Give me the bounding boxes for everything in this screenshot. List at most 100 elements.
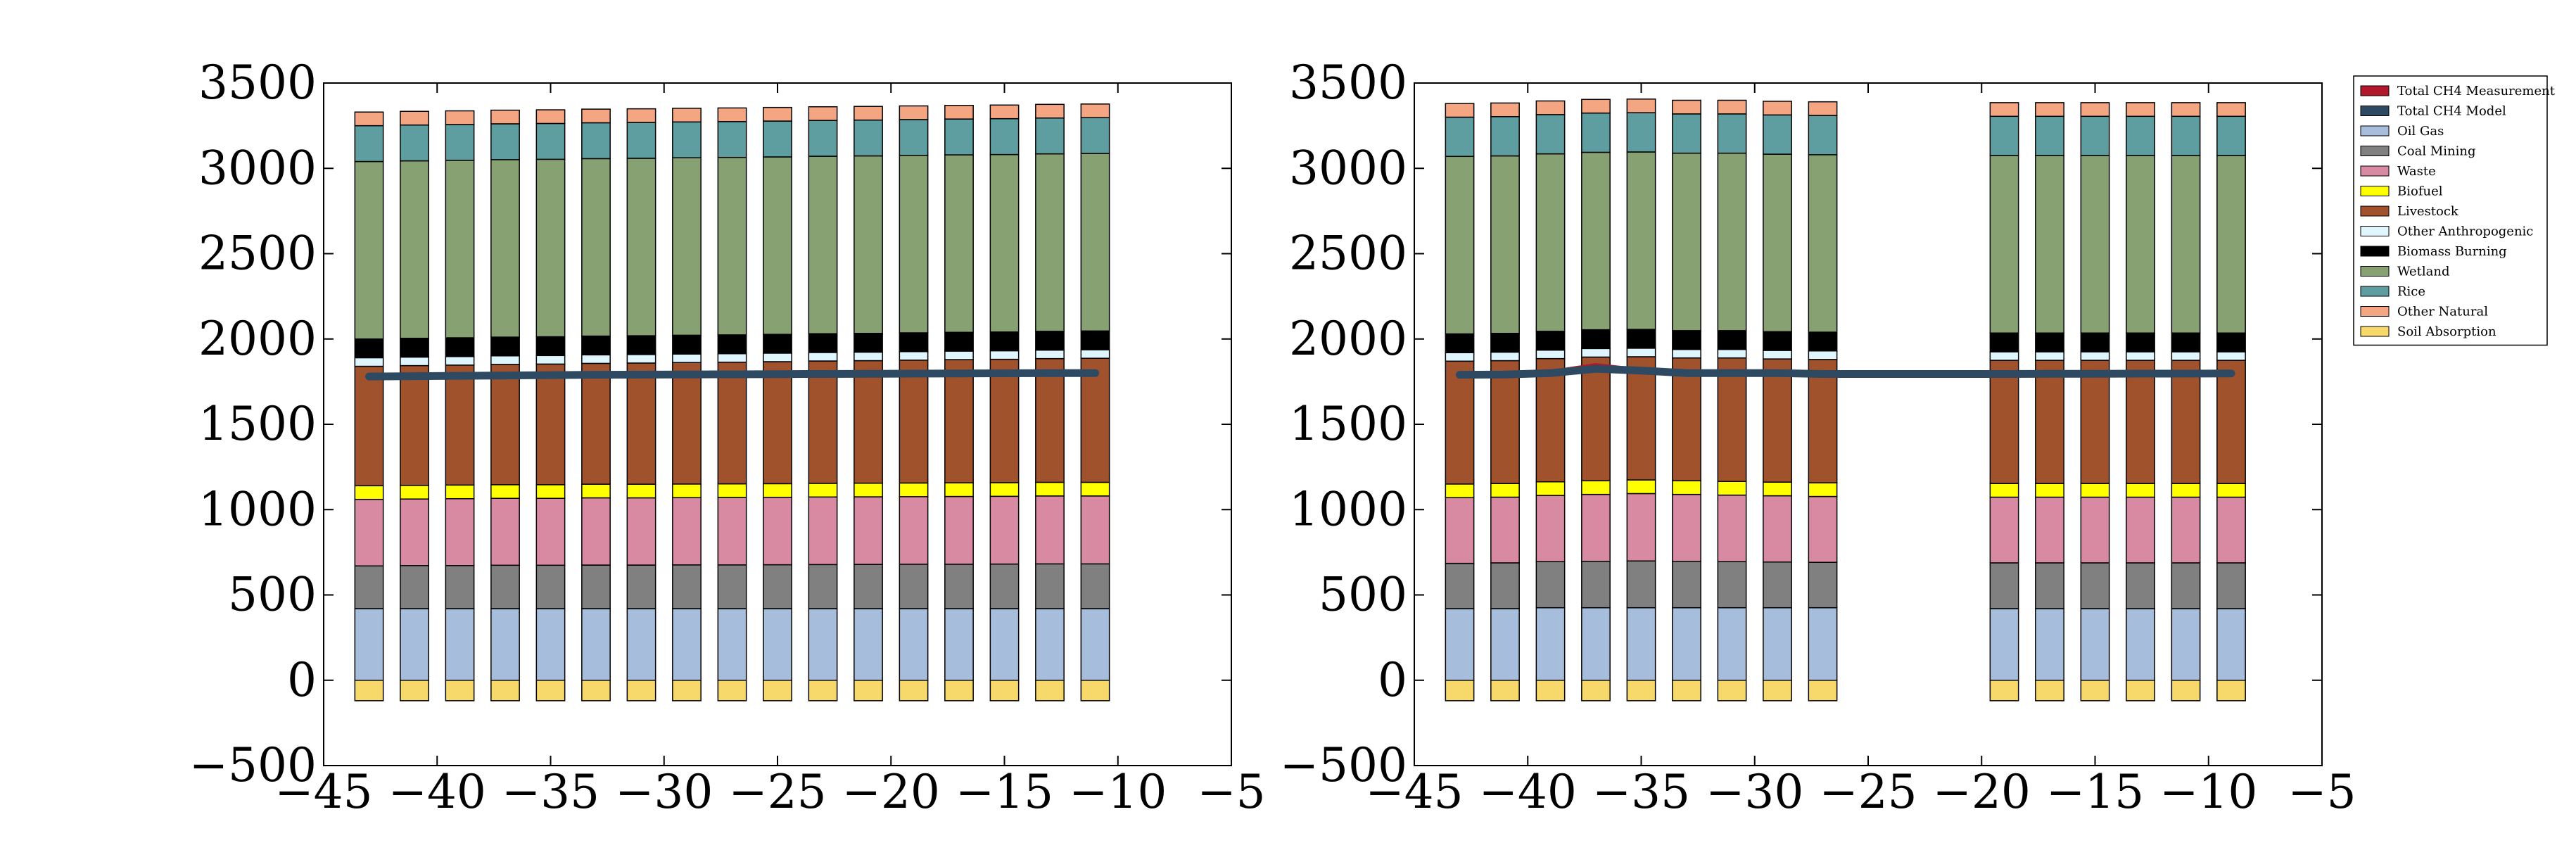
bar-segment-coal-mining (445, 565, 475, 609)
bar-segment-other-anthropogenic (854, 351, 883, 362)
bar-segment-coal-mining (1672, 560, 1701, 609)
bar-segment-coal-mining (808, 564, 838, 609)
bar-segment-other-anthropogenic (354, 357, 384, 367)
bar-segment-oil-gas (899, 608, 929, 681)
bar-stack (1581, 99, 1611, 702)
bar-segment-waste (445, 497, 475, 566)
x-tick-label: −25 (1819, 765, 1917, 819)
y-tick-label: 2000 (198, 312, 317, 366)
legend-label: Wetland (2397, 265, 2450, 279)
bar-segment-other-natural (1035, 103, 1065, 119)
legend-label: Other Anthropogenic (2397, 224, 2533, 239)
bar-segment-oil-gas (1035, 608, 1065, 681)
bar-segment-oil-gas (1672, 607, 1701, 681)
bar-segment-oil-gas (2216, 608, 2246, 681)
bar-segment-other-anthropogenic (763, 353, 792, 362)
bar-segment-biomass-burning (535, 336, 566, 357)
bar-segment-livestock (626, 362, 656, 485)
bar-segment-waste (1535, 495, 1566, 562)
bar-segment-waste (1490, 496, 1520, 564)
legend-swatch (2360, 286, 2390, 297)
bar-segment-wetland (1763, 153, 1792, 333)
bar-segment-other-anthropogenic (2035, 351, 2064, 361)
bar-segment-oil-gas (944, 608, 974, 681)
bar-segment-rice (2171, 115, 2201, 156)
bar-segment-oil-gas (1490, 608, 1520, 681)
bar-segment-wetland (354, 160, 384, 340)
legend-swatch (2360, 125, 2390, 137)
bar-segment-other-anthropogenic (581, 354, 611, 364)
bar-stack (1490, 102, 1520, 702)
bar-segment-waste (1763, 495, 1792, 563)
bar-segment-coal-mining (717, 564, 747, 609)
bar-segment-rice (581, 122, 611, 160)
bar-segment-waste (626, 497, 656, 566)
bar-segment-other-anthropogenic (1989, 351, 2019, 361)
x-tick-label: −45 (274, 765, 372, 819)
bar-segment-waste (1717, 494, 1747, 562)
bar-segment-soil-absorption (1080, 680, 1110, 702)
bar-segment-rice (808, 120, 838, 157)
bar-segment-biomass-burning (2216, 332, 2246, 353)
y-tick-label: 1500 (198, 397, 317, 451)
bar-stack (535, 109, 566, 702)
bar-segment-oil-gas (763, 608, 792, 681)
bar-segment-livestock (1626, 356, 1656, 481)
bar-segment-waste (808, 496, 838, 566)
bar-segment-wetland (1581, 151, 1611, 331)
bar-segment-coal-mining (2216, 562, 2246, 609)
bar-segment-oil-gas (672, 608, 702, 681)
bar-segment-soil-absorption (490, 680, 520, 702)
bar-segment-soil-absorption (1445, 680, 1475, 702)
bar-segment-coal-mining (2080, 562, 2110, 609)
bar-segment-oil-gas (1581, 607, 1611, 681)
bar-segment-wetland (2080, 155, 2110, 334)
bar-segment-biomass-burning (1535, 331, 1566, 351)
bar-segment-wetland (763, 156, 792, 335)
bar-segment-livestock (445, 364, 475, 486)
bar-segment-coal-mining (2171, 562, 2201, 609)
bar-segment-waste (490, 497, 520, 566)
y-tick-label: 1500 (1289, 397, 1407, 451)
legend-label: Total CH4 Model (2397, 104, 2506, 119)
bar-segment-soil-absorption (1717, 680, 1747, 702)
bar-segment-livestock (763, 361, 792, 485)
bar-segment-waste (854, 496, 883, 565)
bar-stack (445, 110, 475, 702)
y-tick-label: 2000 (1289, 312, 1407, 366)
legend-swatch (2360, 326, 2390, 337)
bar-segment-other-anthropogenic (1490, 351, 1520, 362)
bar-segment-rice (717, 121, 747, 158)
bar-segment-coal-mining (1763, 561, 1792, 609)
bar-stack (2216, 102, 2246, 702)
bar-segment-coal-mining (1581, 560, 1611, 609)
bar-segment-wetland (2171, 155, 2201, 334)
bar-segment-biofuel (2216, 483, 2246, 498)
bar-segment-coal-mining (2035, 562, 2064, 609)
bar-segment-biofuel (1808, 482, 1838, 497)
bar-segment-coal-mining (581, 564, 611, 609)
legend-label: Oil Gas (2397, 124, 2444, 139)
bar-segment-wetland (944, 154, 974, 334)
bar-segment-coal-mining (1808, 562, 1838, 609)
bar-segment-biofuel (854, 482, 883, 497)
bar-segment-waste (400, 498, 429, 566)
bar-segment-biofuel (400, 485, 429, 500)
bar-segment-coal-mining (1080, 563, 1110, 609)
bar-segment-oil-gas (535, 608, 566, 681)
bar-segment-livestock (1035, 357, 1065, 483)
bar-stack (1035, 103, 1065, 702)
bar-segment-oil-gas (490, 608, 520, 681)
x-tick-label: −30 (615, 765, 713, 819)
bar-stack (1535, 100, 1566, 702)
bar-segment-wetland (400, 160, 429, 339)
bar-segment-other-anthropogenic (899, 350, 929, 361)
bar-segment-rice (1035, 117, 1065, 155)
bar-segment-oil-gas (400, 608, 429, 681)
bar-segment-biofuel (1763, 481, 1792, 497)
bar-segment-biomass-burning (2171, 332, 2201, 353)
bar-segment-oil-gas (717, 608, 747, 681)
bar-segment-rice (1808, 115, 1838, 156)
y-tick-label: 3000 (198, 141, 317, 195)
bar-segment-biofuel (1035, 481, 1065, 497)
